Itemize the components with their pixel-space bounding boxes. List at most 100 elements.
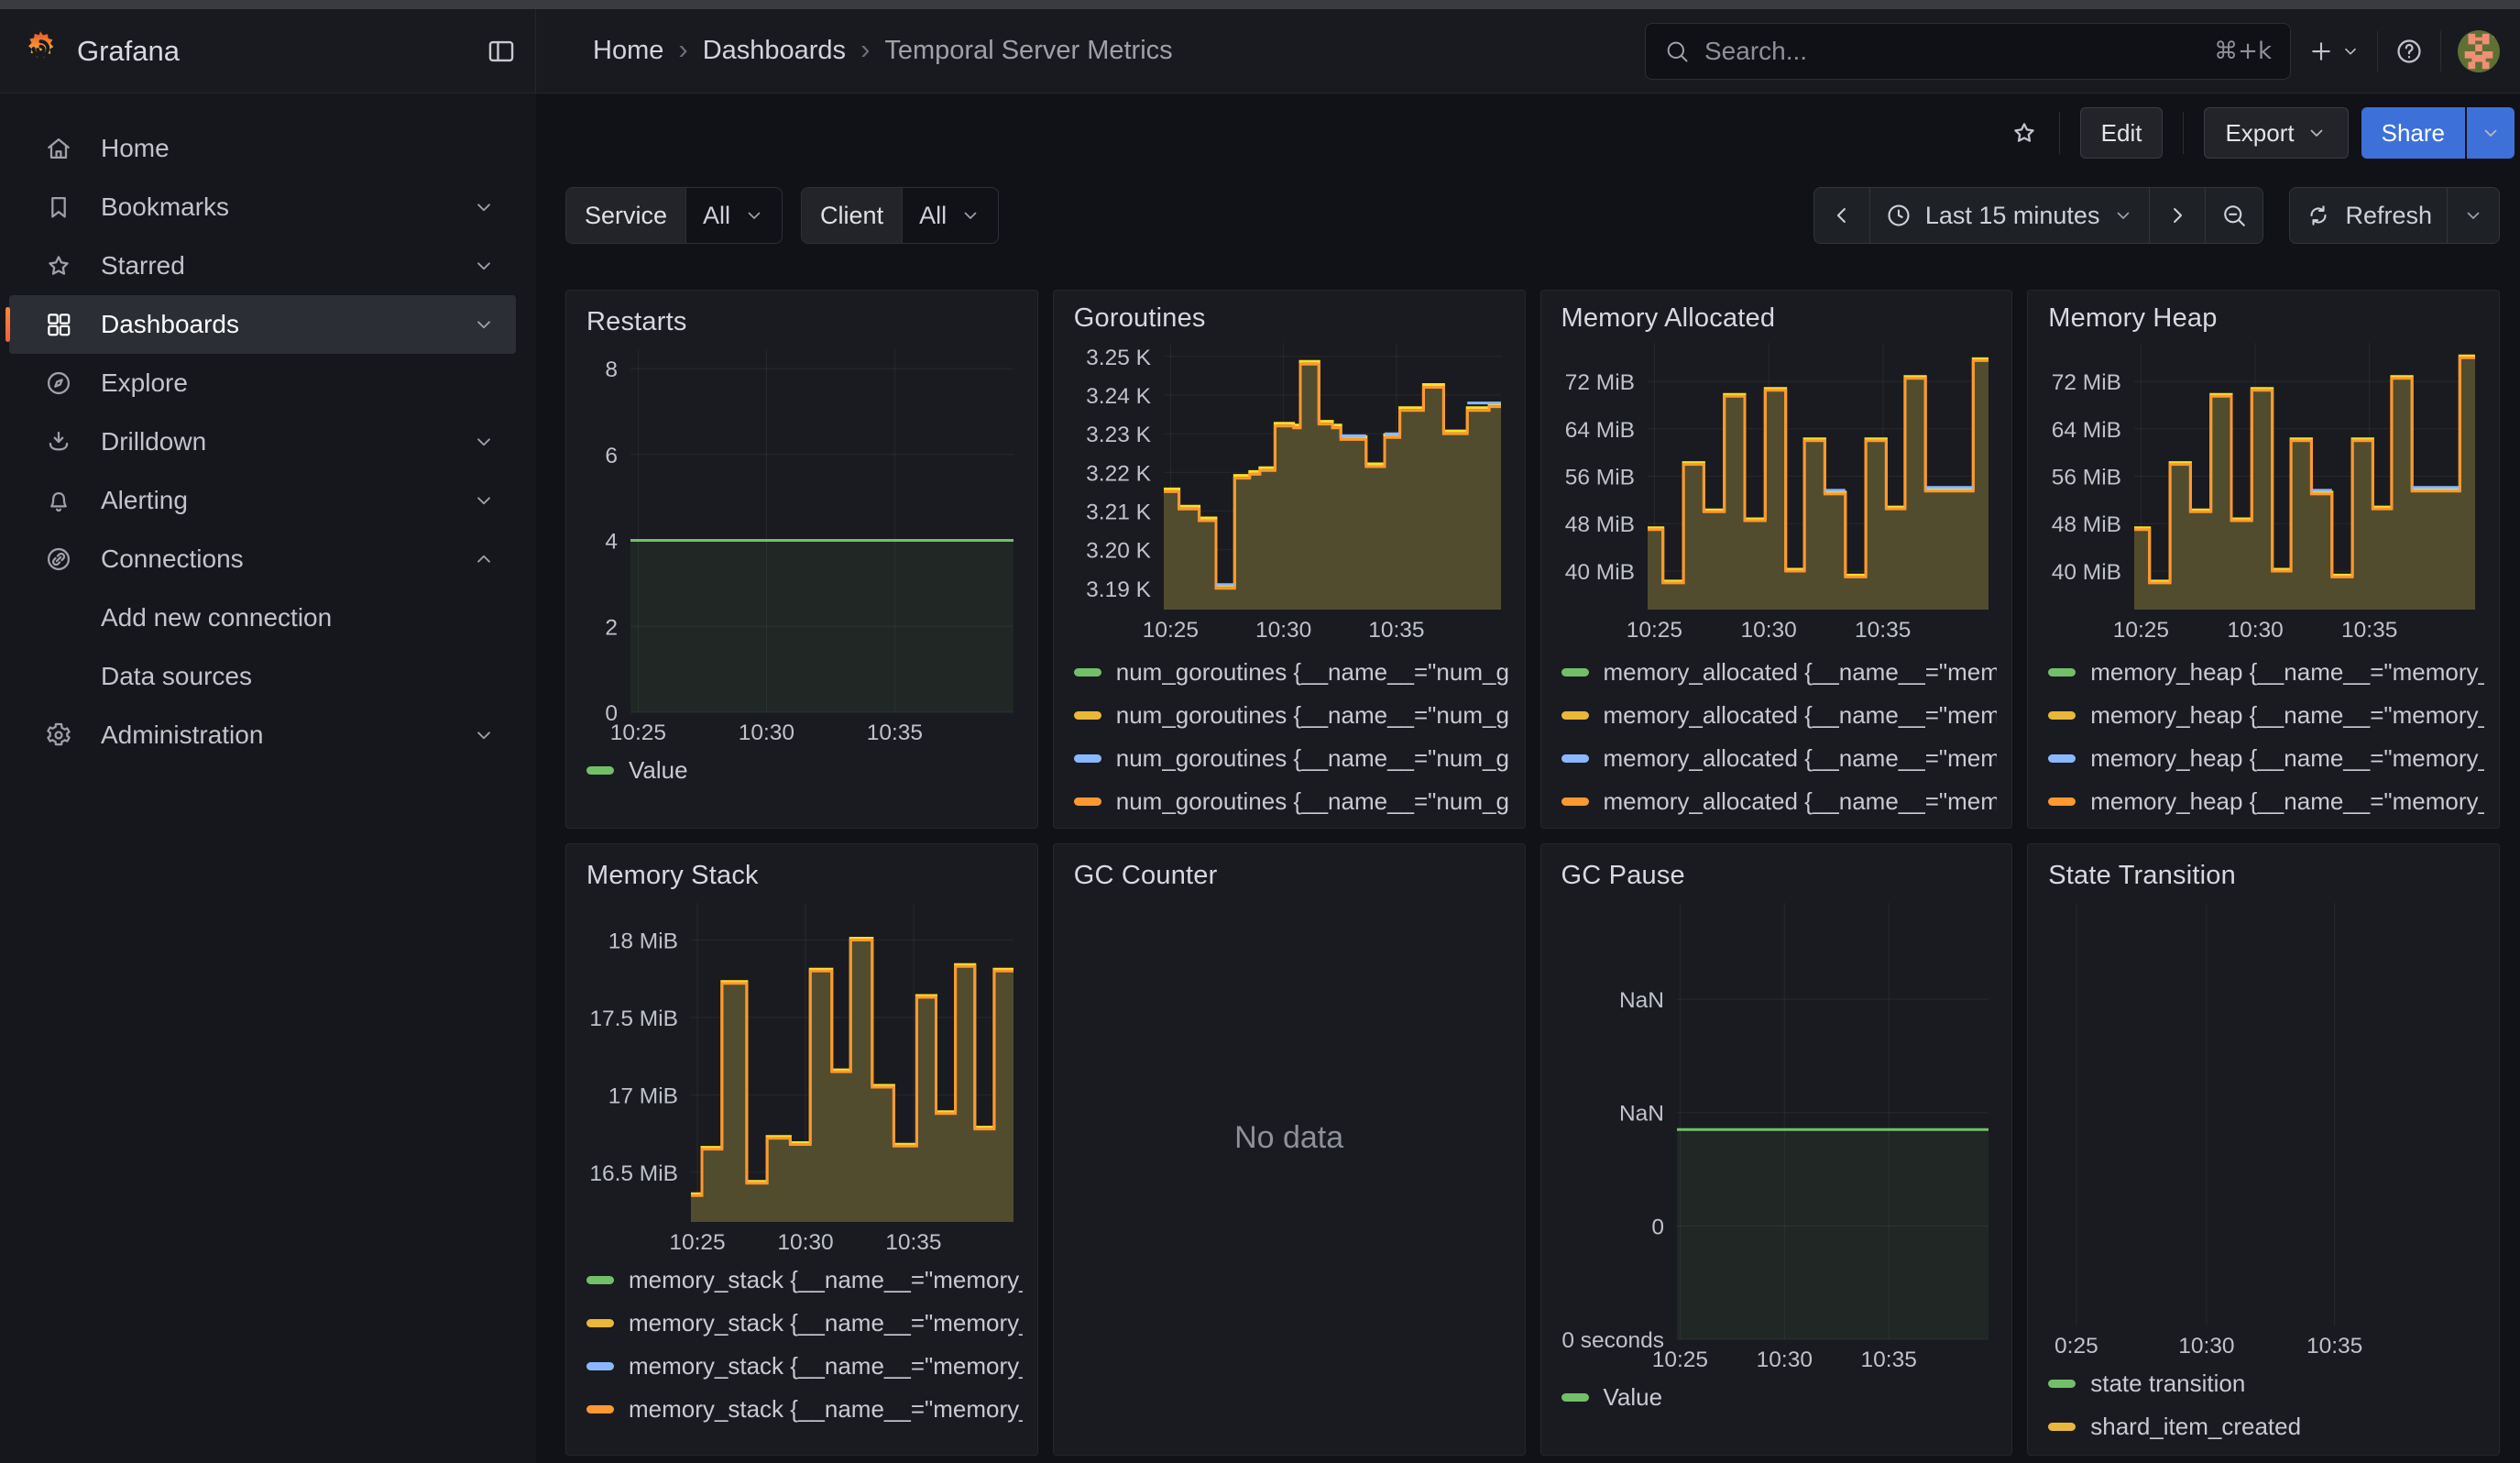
star-dashboard-icon[interactable] bbox=[2010, 118, 2039, 148]
legend-item[interactable]: memory_allocated {__name__="memo bbox=[1561, 742, 1997, 774]
legend-item[interactable]: memory_allocated {__name__="memo bbox=[1561, 786, 1998, 817]
chart-area-state-transition[interactable]: 0:25 10:30 10:35 bbox=[2043, 896, 2484, 1358]
chart-state-transition[interactable]: 0:25 10:30 10:35 bbox=[2043, 896, 2484, 1358]
refresh-button[interactable]: Refresh bbox=[2290, 188, 2447, 243]
sidebar-item-connections[interactable]: Connections bbox=[9, 530, 516, 588]
panel-title[interactable]: GC Counter bbox=[1073, 860, 1218, 890]
panel-title[interactable]: Restarts bbox=[586, 306, 687, 336]
help-icon[interactable] bbox=[2394, 37, 2424, 66]
sidebar-item-starred[interactable]: Starred bbox=[9, 236, 516, 295]
legend-item[interactable]: memory_heap {__name__="memory_h bbox=[2048, 742, 2484, 774]
header-brand-section: Grafana bbox=[0, 9, 536, 93]
sidebar-item-data-sources[interactable]: Data sources bbox=[9, 647, 516, 706]
export-button[interactable]: Export bbox=[2204, 107, 2349, 159]
legend-item[interactable]: memory_heap {__name__="memory_h bbox=[2048, 699, 2484, 731]
avatar[interactable] bbox=[2458, 29, 2500, 72]
sidebar-item-home[interactable]: Home bbox=[9, 119, 516, 178]
chart-restarts[interactable]: 10:25 10:30 10:35 8 6 4 2 0 bbox=[581, 342, 1023, 745]
sidebar-item-label: Data sources bbox=[101, 662, 252, 690]
sidebar-toggle-icon[interactable] bbox=[486, 36, 517, 67]
variable-value-dropdown[interactable]: All bbox=[902, 188, 998, 243]
legend-label: memory_allocated {__name__="memo bbox=[1603, 786, 1998, 815]
search-box[interactable]: ⌘+k bbox=[1645, 22, 2291, 80]
chart-memory-heap[interactable]: 10:25 10:30 10:35 72 MiB 64 MiB 56 MiB 48 MiB 4… bbox=[2043, 336, 2484, 643]
panel-title[interactable]: State Transition bbox=[2048, 860, 2236, 890]
panel-gc-pause: GC Pause 10:25 10:30 10:35 NaN NaN 0 0 seconds V… bbox=[1539, 843, 2013, 1456]
svg-text:72 MiB: 72 MiB bbox=[2052, 370, 2121, 395]
legend-item[interactable]: num_goroutines {__name__="num_go bbox=[1073, 786, 1510, 817]
sidebar-item-bookmarks[interactable]: Bookmarks bbox=[9, 178, 516, 236]
legend-marker bbox=[1561, 1392, 1589, 1402]
chart-gc-pause[interactable]: 10:25 10:30 10:35 NaN NaN 0 0 seconds bbox=[1556, 896, 1998, 1372]
add-new-button[interactable] bbox=[2307, 38, 2361, 65]
panel-title[interactable]: Goroutines bbox=[1073, 303, 1206, 333]
svg-text:17 MiB: 17 MiB bbox=[608, 1084, 678, 1109]
sidebar-item-alerting[interactable]: Alerting bbox=[9, 471, 516, 530]
panel-title[interactable]: Memory Stack bbox=[586, 860, 759, 890]
legend-item[interactable]: memory_stack {__name__="memory_s bbox=[586, 1350, 1023, 1381]
chevron-down-icon bbox=[743, 204, 765, 226]
chart-memory-allocated[interactable]: 10:25 10:30 10:35 72 MiB 64 MiB 56 MiB 48 MiB 4… bbox=[1556, 336, 1998, 643]
variable-value-dropdown[interactable]: All bbox=[685, 188, 782, 243]
chart-goroutines[interactable]: 10:25 10:30 10:35 3.25 K 3.24 K 3.23 K 3.22 K 3… bbox=[1068, 336, 1510, 643]
edit-button[interactable]: Edit bbox=[2079, 107, 2164, 159]
svg-text:3.19 K: 3.19 K bbox=[1086, 578, 1151, 602]
svg-text:40 MiB: 40 MiB bbox=[1564, 560, 1634, 585]
legend-item[interactable]: memory_stack {__name__="memory_s bbox=[586, 1307, 1023, 1338]
panel-title[interactable]: GC Pause bbox=[1561, 860, 1685, 890]
template-variables: Service All Client All bbox=[565, 187, 1017, 244]
legend-item[interactable]: memory_heap {__name__="memory_h bbox=[2048, 786, 2484, 817]
svg-text:4: 4 bbox=[605, 530, 618, 555]
svg-text:10:30: 10:30 bbox=[1740, 618, 1796, 643]
svg-text:0: 0 bbox=[605, 701, 618, 726]
legend-item[interactable]: num_goroutines {__name__="num_go bbox=[1073, 656, 1510, 688]
chart-area-memory-stack[interactable]: 10:25 10:30 10:35 18 MiB 17.5 MiB 17 MiB 16.5 … bbox=[581, 896, 1023, 1255]
sidebar-item-administration[interactable]: Administration bbox=[9, 706, 516, 764]
sidebar-item-add-new-connection[interactable]: Add new connection bbox=[9, 588, 516, 647]
clock-icon bbox=[1885, 202, 1912, 229]
time-range-button[interactable]: Last 15 minutes bbox=[1868, 188, 2150, 243]
sidebar-item-dashboards[interactable]: Dashboards bbox=[5, 295, 516, 354]
chart-memory-stack[interactable]: 10:25 10:30 10:35 18 MiB 17.5 MiB 17 MiB 16.5 … bbox=[581, 896, 1023, 1255]
legend-item[interactable]: num_goroutines {__name__="num_go bbox=[1073, 699, 1510, 731]
panel-title[interactable]: Memory Allocated bbox=[1561, 303, 1776, 333]
legend-item[interactable]: memory_stack {__name__="memory_s bbox=[586, 1264, 1023, 1295]
legend-item[interactable]: Value bbox=[1561, 1381, 1998, 1413]
chart-area-goroutines[interactable]: 10:25 10:30 10:35 3.25 K 3.24 K 3.23 K 3.22 K 3… bbox=[1068, 336, 1510, 647]
sidebar-item-drilldown[interactable]: Drilldown bbox=[9, 412, 516, 471]
legend-item[interactable]: Value bbox=[586, 754, 1023, 786]
legend-label: num_goroutines {__name__="num_go bbox=[1115, 786, 1510, 815]
chart-area-gc-pause[interactable]: 10:25 10:30 10:35 NaN NaN 0 0 seconds bbox=[1556, 896, 1998, 1372]
legend-item[interactable]: num_goroutines {__name__="num_go bbox=[1073, 742, 1510, 774]
grafana-logo-icon[interactable] bbox=[20, 28, 60, 74]
legend-item[interactable]: state transition bbox=[2048, 1368, 2484, 1399]
svg-text:40 MiB: 40 MiB bbox=[2052, 560, 2121, 585]
share-dropdown-button[interactable] bbox=[2467, 107, 2515, 159]
breadcrumb-item[interactable]: Home bbox=[593, 36, 664, 65]
legend-item[interactable]: memory_heap {__name__="memory_h bbox=[2048, 656, 2484, 688]
grid-icon bbox=[44, 310, 75, 339]
share-button-group: Share bbox=[2361, 107, 2515, 159]
legend-item[interactable]: memory_stack {__name__="memory_s bbox=[586, 1393, 1023, 1424]
sidebar-item-explore[interactable]: Explore bbox=[9, 354, 516, 412]
share-button[interactable]: Share bbox=[2361, 107, 2465, 159]
chart-area-memory-heap[interactable]: 10:25 10:30 10:35 72 MiB 64 MiB 56 MiB 48 MiB 4… bbox=[2043, 336, 2484, 647]
chart-area-restarts[interactable]: 10:25 10:30 10:35 8 6 4 2 0 bbox=[581, 342, 1023, 745]
active-indicator bbox=[5, 307, 10, 342]
breadcrumb-separator: › bbox=[860, 32, 871, 65]
legend-item[interactable]: memory_allocated {__name__="memo bbox=[1561, 699, 1997, 731]
chevron-down-icon bbox=[959, 204, 981, 226]
chart-area-memory-allocated[interactable]: 10:25 10:30 10:35 72 MiB 64 MiB 56 MiB 48 MiB 4… bbox=[1556, 336, 1998, 647]
legend-label: state transition bbox=[2090, 1369, 2246, 1397]
legend-label: memory_heap {__name__="memory_h bbox=[2090, 786, 2484, 815]
sidebar-item-label: Dashboards bbox=[101, 310, 239, 338]
search-input[interactable] bbox=[1703, 35, 2202, 67]
breadcrumb-item[interactable]: Dashboards bbox=[702, 36, 847, 65]
legend-item[interactable]: memory_allocated {__name__="memo bbox=[1561, 656, 1997, 688]
legend-item[interactable]: shard_item_created bbox=[2048, 1411, 2484, 1442]
zoom-out-button[interactable] bbox=[2205, 188, 2263, 243]
time-forward-button[interactable] bbox=[2149, 188, 2205, 243]
panel-title[interactable]: Memory Heap bbox=[2048, 303, 2218, 333]
time-back-button[interactable] bbox=[1814, 188, 1869, 243]
refresh-interval-button[interactable] bbox=[2447, 188, 2499, 243]
